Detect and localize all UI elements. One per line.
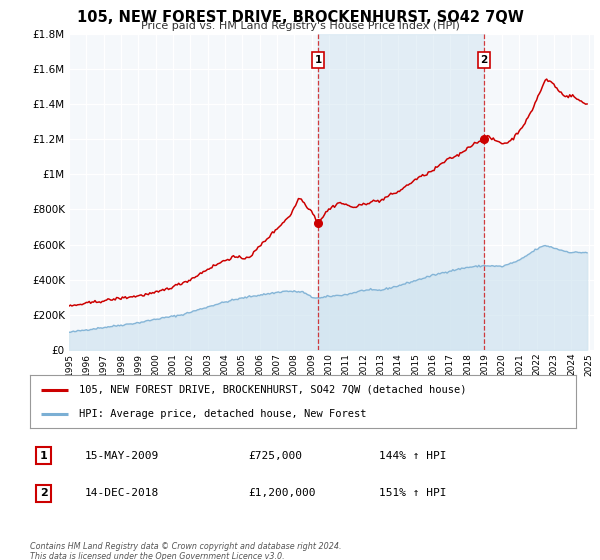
Text: HPI: Average price, detached house, New Forest: HPI: Average price, detached house, New …: [79, 409, 367, 419]
Bar: [318, 34, 484, 350]
Text: 2: 2: [40, 488, 47, 498]
Text: 15-MAY-2009: 15-MAY-2009: [85, 451, 159, 461]
Text: Contains HM Land Registry data © Crown copyright and database right 2024.: Contains HM Land Registry data © Crown c…: [30, 542, 341, 551]
Text: 1: 1: [314, 55, 322, 65]
Text: £725,000: £725,000: [248, 451, 302, 461]
Text: 144% ↑ HPI: 144% ↑ HPI: [379, 451, 447, 461]
Text: 105, NEW FOREST DRIVE, BROCKENHURST, SO42 7QW (detached house): 105, NEW FOREST DRIVE, BROCKENHURST, SO4…: [79, 385, 467, 395]
Text: 14-DEC-2018: 14-DEC-2018: [85, 488, 159, 498]
Text: 1: 1: [40, 451, 47, 461]
Text: 151% ↑ HPI: 151% ↑ HPI: [379, 488, 447, 498]
Text: 105, NEW FOREST DRIVE, BROCKENHURST, SO42 7QW: 105, NEW FOREST DRIVE, BROCKENHURST, SO4…: [77, 10, 523, 25]
Text: 2: 2: [481, 55, 488, 65]
Text: This data is licensed under the Open Government Licence v3.0.: This data is licensed under the Open Gov…: [30, 552, 284, 560]
Text: Price paid vs. HM Land Registry's House Price Index (HPI): Price paid vs. HM Land Registry's House …: [140, 21, 460, 31]
Text: £1,200,000: £1,200,000: [248, 488, 316, 498]
